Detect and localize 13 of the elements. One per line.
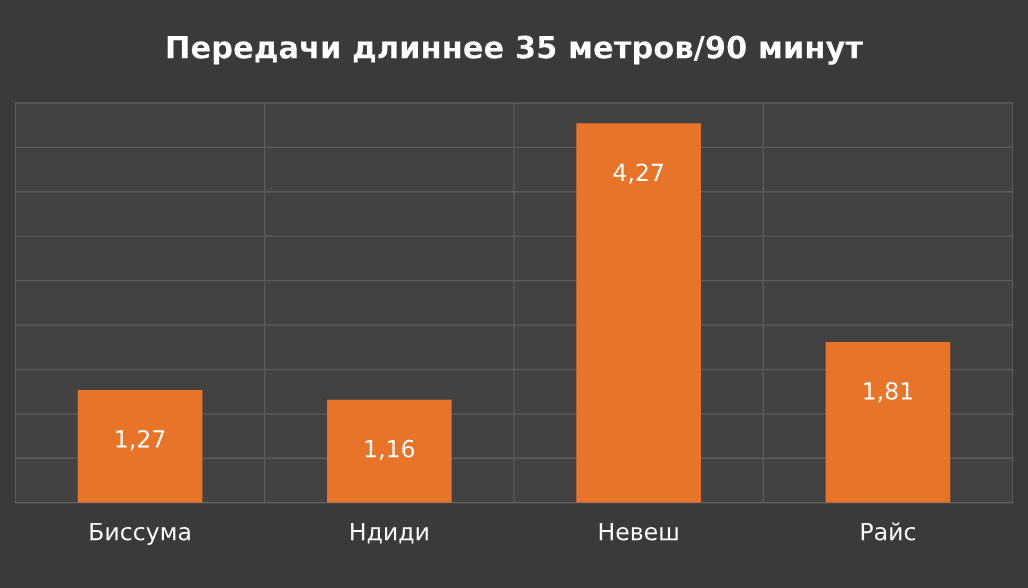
x-tick-label: Биссума [90,522,190,546]
data-label: 4,27 [613,163,663,184]
x-tick-label: Ндиди [351,522,428,544]
bar [77,389,203,503]
bar [825,341,951,503]
bar [327,399,452,503]
data-label: 1,81 [864,381,913,403]
chart-title: Передачи длиннее 35 метров/90 минут [167,35,863,65]
x-tick-label: Райс [861,522,915,541]
bar [576,123,701,503]
x-tick-label: Невеш [599,522,678,541]
data-label: 1,16 [365,439,415,460]
data-label: 1,27 [116,429,165,451]
